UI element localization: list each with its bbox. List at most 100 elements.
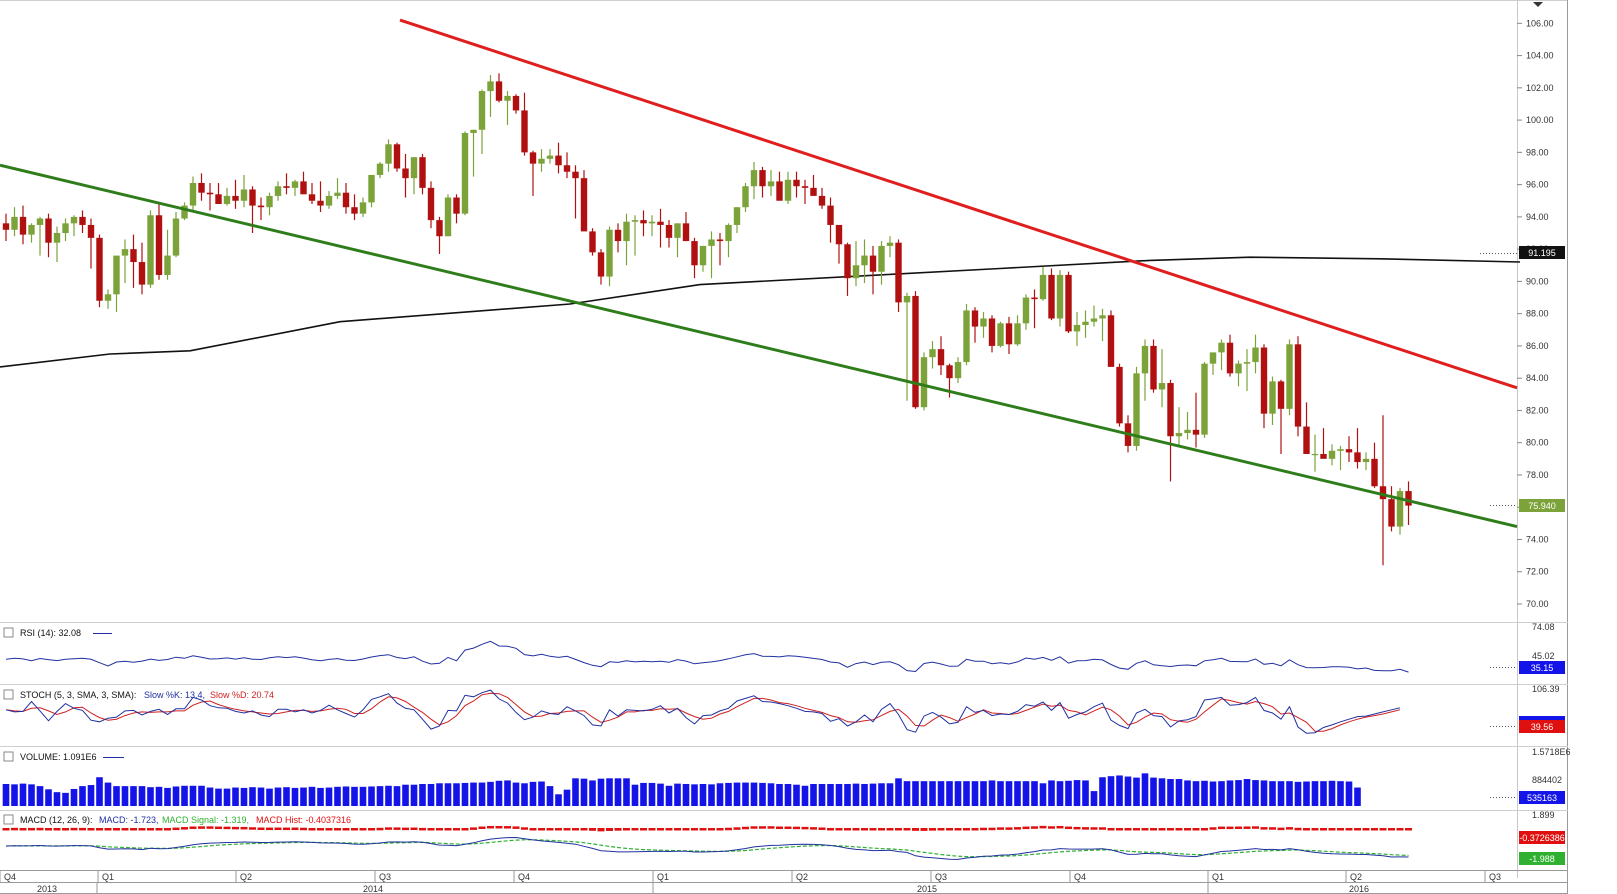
volume-bar (351, 786, 358, 806)
price-tick-label: 88.00 (1526, 309, 1549, 319)
volume-bar (257, 787, 265, 806)
time-axis: Q4 Q1 Q2 Q3 Q4 Q1 Q2 Q3 Q4 Q1 Q2 Q3 2013 2014 2015 2016 (0, 871, 1501, 894)
bear-candle (555, 142, 562, 174)
macd-line-label: MACD: -1.723, (99, 815, 159, 825)
bear-candle (232, 179, 239, 209)
year-label-2013: 2013 (37, 884, 57, 894)
bear-candle (402, 153, 409, 198)
candle-body (53, 233, 61, 243)
macd-hist-bar (589, 828, 596, 831)
bull-candle (104, 289, 112, 309)
bear-candle (835, 224, 843, 264)
volume-bar (886, 783, 894, 806)
candle-body (954, 362, 962, 379)
volume-bar (657, 783, 664, 806)
volume-bar (572, 778, 579, 806)
macd-hist-bar (708, 828, 715, 831)
volume-bar (402, 784, 409, 806)
macd-hist-bar (997, 827, 1004, 830)
macd-hist-bar (1107, 827, 1115, 831)
macd-hist-bar (1133, 828, 1140, 831)
candle-body (1209, 352, 1217, 364)
macd-hist-bar (878, 828, 885, 831)
candle-body (1133, 373, 1140, 446)
macd-hist-bar (495, 825, 503, 829)
candle-body (385, 144, 392, 164)
bear-candle (521, 92, 528, 156)
candle-body (997, 323, 1004, 346)
bear-candle (1226, 334, 1234, 377)
macd-hist-bar (725, 827, 732, 831)
macd-hist-bar (1328, 828, 1336, 831)
volume-bar (1209, 781, 1217, 806)
volume-bar (980, 781, 987, 806)
volume-pane: VOLUME: 1.091E6 1.5718E6 884402 535163 (2, 747, 1571, 806)
volume-bar (1354, 787, 1361, 806)
volume-bar (444, 783, 452, 806)
macd-hist-bar (334, 828, 341, 831)
volume-bar (274, 787, 282, 806)
macd-hist-bar (130, 828, 137, 831)
macd-hist-bar (980, 827, 987, 831)
volume-bar (810, 783, 817, 806)
macd-hist-bar (920, 828, 928, 831)
macd-hist-bar (257, 827, 265, 831)
volume-bar (750, 782, 758, 806)
bear-candle (317, 181, 324, 213)
candle-body (988, 318, 996, 346)
macd-hist-bar (164, 828, 171, 831)
price-tick-label: 94.00 (1526, 212, 1549, 222)
bear-candle (155, 203, 163, 280)
frame (0, 0, 1568, 894)
bull-candle (631, 215, 639, 256)
volume-bar (419, 783, 426, 806)
volume-bar (410, 784, 418, 806)
macd-hist-bar (699, 828, 707, 831)
macd-hist-bar (767, 826, 775, 829)
candle-body (818, 195, 826, 206)
candle-body (878, 245, 885, 272)
volume-bar (1056, 781, 1064, 806)
rsi-tag-value: 35.15 (1531, 663, 1554, 673)
volume-bar (1022, 781, 1030, 806)
candle-body (1048, 274, 1055, 319)
volume-bar (1192, 781, 1200, 806)
stoch-pane: STOCH (5, 3, SMA, 3, SMA): Slow %K: 13.4… (3, 684, 1565, 734)
macd-hist-bar (1396, 828, 1404, 831)
stoch-k-label: Slow %K: 13.4, (144, 690, 205, 700)
bull-candle (1243, 349, 1251, 392)
macd-hist-bar (1303, 828, 1310, 831)
macd-hist-bar (691, 828, 698, 831)
volume-bar (2, 783, 10, 806)
bear-candle (971, 307, 979, 343)
macd-hist-bar (555, 828, 562, 831)
macd-hist-bar (1124, 828, 1132, 831)
candle-body (300, 181, 307, 195)
bear-candle (393, 142, 401, 172)
candle-body (1243, 362, 1251, 364)
bull-candle (1056, 270, 1064, 327)
candle-body (317, 200, 324, 206)
macd-hist-bar (11, 827, 18, 831)
candle-body (232, 195, 239, 201)
bull-candle (1133, 366, 1140, 451)
volume-bar (869, 783, 877, 806)
candle-body (342, 192, 350, 208)
bear-candle (682, 212, 690, 242)
macd-hist-bar (1082, 827, 1089, 830)
macd-hist-bar (1150, 828, 1157, 831)
candle-body (376, 163, 384, 175)
volume-bar (308, 786, 316, 806)
macd-hist-bar (283, 827, 290, 831)
candle-body (725, 224, 732, 242)
macd-hist-bar (810, 827, 817, 830)
bear-candle (1277, 379, 1285, 454)
bull-candle (1269, 376, 1276, 425)
candle-body (1056, 274, 1064, 319)
volume-bar (1150, 777, 1157, 806)
volume-bar (538, 781, 545, 806)
candle-body (521, 110, 528, 153)
bull-candle (963, 303, 970, 366)
candle-body (2, 223, 10, 230)
macd-hist-bar (1184, 828, 1191, 831)
